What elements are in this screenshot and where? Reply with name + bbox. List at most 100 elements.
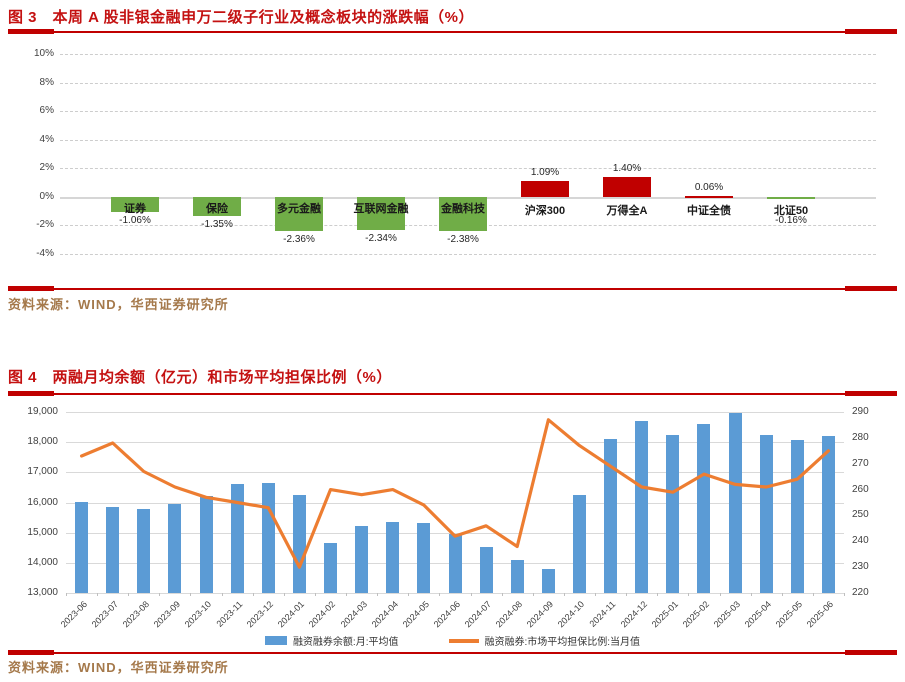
x-tick-text: 2023-11 xyxy=(214,599,245,629)
x-axis-tick xyxy=(283,593,285,596)
x-axis-tick xyxy=(626,593,628,596)
x-tick-text: 2024-09 xyxy=(525,599,556,630)
gridline xyxy=(60,82,876,84)
x-axis-tick xyxy=(439,593,441,596)
gridline xyxy=(60,54,876,55)
right-axis-tick-label: 270 xyxy=(852,457,869,469)
category-name: 证券 xyxy=(124,202,146,215)
x-tick-text: 2024-07 xyxy=(462,599,494,630)
category-name: 互联网金融 xyxy=(353,202,409,215)
x-axis-tick xyxy=(595,593,597,596)
x-axis-tick xyxy=(128,593,130,596)
rule-thick-left xyxy=(8,29,54,34)
figure4-bottom-rule xyxy=(8,650,897,655)
rule-thin xyxy=(54,651,845,654)
right-axis-tick-label: 260 xyxy=(852,483,869,495)
x-tick-text: 2024-08 xyxy=(493,599,525,630)
rule-thick-left xyxy=(8,391,54,396)
figure3-caption: 图 3 本周 A 股非银金融申万二级子行业及概念板块的涨跌幅（%） xyxy=(8,9,474,26)
left-axis-tick-label: 19,000 xyxy=(27,406,58,417)
figure4-chart: 19,000 18,000 17,000 16,000 15,000 14,000 13,0… xyxy=(8,400,896,652)
figure3-source: 资料来源：WIND，华西证券研究所 xyxy=(8,297,229,312)
category-name: 北证50 xyxy=(773,204,809,217)
category-name: 沪深300 xyxy=(524,204,566,217)
gridline xyxy=(66,532,844,534)
left-axis-tick-label: 18,000 xyxy=(27,436,58,448)
legend-item-balance: 融资融券余额:月:平均值 xyxy=(264,633,399,648)
x-axis-tick xyxy=(97,593,99,596)
x-tick-text: 2024-12 xyxy=(618,599,649,630)
figure3-top-rule xyxy=(8,29,897,34)
right-axis-tick-label: 250 xyxy=(852,509,869,521)
category-bar xyxy=(111,196,159,212)
bar xyxy=(448,533,462,593)
category-bar xyxy=(439,196,487,231)
x-axis-tick xyxy=(314,593,316,596)
bar xyxy=(697,424,711,593)
x-tick-text: 2025-03 xyxy=(711,599,743,630)
category-name: 保险 xyxy=(206,202,228,215)
rule-thick-right xyxy=(845,286,897,291)
ratio-line xyxy=(80,418,831,569)
bar xyxy=(635,421,649,593)
value-label: -1.06% xyxy=(119,215,151,226)
x-tick-text: 2024-01 xyxy=(276,599,307,630)
value-label: -1.35% xyxy=(201,219,233,231)
right-axis-tick-label: 230 xyxy=(852,561,869,573)
y-tick-label: 4% xyxy=(39,133,54,145)
x-tick-text: 2024-10 xyxy=(556,599,587,630)
right-axis-tick-label: 290 xyxy=(852,406,869,417)
rule-thick-right xyxy=(845,391,897,396)
bar xyxy=(137,509,151,593)
bar xyxy=(324,542,338,593)
gridline xyxy=(66,442,844,444)
right-axis-tick-label: 280 xyxy=(852,431,869,443)
x-tick-text: 2025-01 xyxy=(649,599,680,630)
rule-thick-right xyxy=(845,650,897,655)
x-axis-tick xyxy=(563,593,565,596)
y-tick-label: 2% xyxy=(39,162,54,174)
bar xyxy=(168,504,182,593)
bar xyxy=(759,434,773,593)
left-axis-tick-label: 15,000 xyxy=(27,526,58,538)
figure4-legend: 融资融券余额:月:平均值 融资融券:市场平均担保比例:当月值 xyxy=(0,633,905,648)
bar xyxy=(230,484,244,593)
x-axis-tick xyxy=(812,593,814,596)
gridline xyxy=(66,593,844,594)
left-axis-tick-label: 17,000 xyxy=(27,466,58,478)
rule-thick-right xyxy=(845,29,897,34)
x-tick-text: 2024-02 xyxy=(307,599,338,630)
ratio-line-series xyxy=(80,418,831,569)
bar xyxy=(821,435,835,593)
x-tick-text: 2025-06 xyxy=(805,599,836,630)
gridline xyxy=(60,168,876,170)
figure4-caption: 图 4 两融月均余额（亿元）和市场平均担保比例（%） xyxy=(8,369,392,386)
y-tick-label: -2% xyxy=(36,219,54,231)
category-name: 金融科技 xyxy=(441,202,485,215)
figure3-chart: 10% 8% 6% 4% 2% 0% -2% -4% 证券 -1.06% 保险 -1.35% 多元金融 -… xyxy=(8,40,896,285)
x-axis-tick xyxy=(190,593,192,596)
y-tick-label: -4% xyxy=(36,248,54,259)
rule-thick-left xyxy=(8,650,54,655)
bar xyxy=(666,435,680,593)
bar xyxy=(572,495,586,593)
category-name: 多元金融 xyxy=(277,202,321,215)
x-tick-text: 2023-09 xyxy=(151,599,182,630)
y-tick-label: 0% xyxy=(39,190,54,202)
value-label: -2.34% xyxy=(365,233,397,245)
value-label: 1.40% xyxy=(612,162,642,174)
figure4-source: 资料来源：WIND，华西证券研究所 xyxy=(8,660,229,675)
x-axis-tick xyxy=(252,593,254,596)
x-axis-tick xyxy=(781,593,783,596)
x-tick-text: 2024-03 xyxy=(338,599,369,630)
left-axis-tick-label: 13,000 xyxy=(27,587,58,598)
category-bar xyxy=(193,196,241,217)
category-name: 万得全A xyxy=(606,204,648,217)
bar xyxy=(728,412,742,593)
x-axis-tick xyxy=(377,593,379,596)
x-axis-tick xyxy=(532,593,534,596)
bar xyxy=(417,522,431,593)
x-axis-tick xyxy=(159,593,161,596)
gridline xyxy=(66,472,844,474)
bar xyxy=(355,526,369,593)
